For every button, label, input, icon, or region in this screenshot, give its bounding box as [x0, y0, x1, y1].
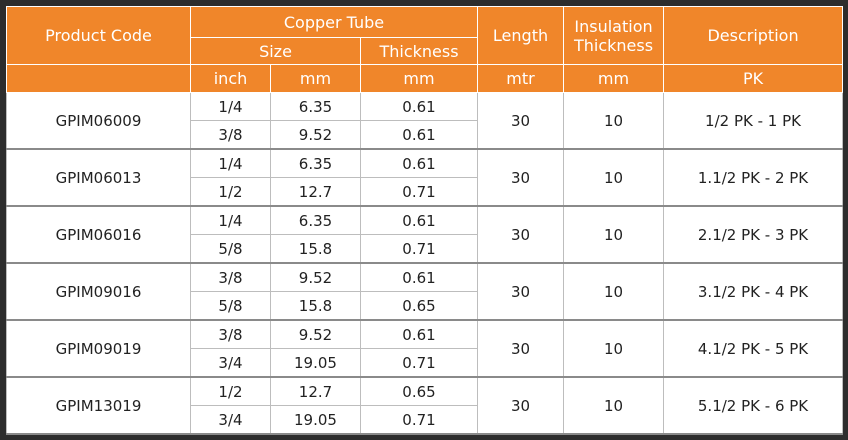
size-mm: 15.8: [270, 234, 361, 264]
size-thickness: 0.71: [359, 348, 479, 378]
size-inch: 1/2: [190, 376, 271, 406]
size-thickness: 0.61: [359, 92, 479, 121]
header-cell: Copper Tube: [189, 6, 479, 38]
length: 30: [477, 92, 565, 150]
header-cell: Thickness: [359, 37, 479, 65]
description: 5.1/2 PK - 6 PK: [663, 376, 844, 435]
size-inch: 5/8: [190, 234, 271, 264]
size-inch: 3/4: [190, 348, 271, 378]
size-mm: 9.52: [270, 262, 361, 292]
header-cell: Length: [477, 6, 565, 65]
description: 4.1/2 PK - 5 PK: [663, 319, 844, 378]
unit-cell: mm: [359, 64, 479, 93]
size-inch: 3/8: [190, 120, 271, 150]
size-thickness: 0.65: [359, 291, 479, 321]
size-thickness: 0.71: [359, 177, 479, 207]
table-row: 3/4 19.05 0.71: [7, 405, 843, 435]
length: 30: [477, 319, 565, 378]
table-container: Product Code Copper Tube Length Insulati…: [6, 6, 844, 435]
product-code: GPIM09016: [6, 262, 191, 321]
unit-cell: mm: [270, 64, 361, 93]
size-thickness: 0.61: [359, 120, 479, 150]
table-row: 3/8 9.52 0.61: [7, 120, 843, 150]
size-mm: 6.35: [270, 92, 361, 121]
product-code: GPIM13019: [6, 376, 191, 435]
size-thickness: 0.71: [359, 234, 479, 264]
size-thickness: 0.61: [359, 205, 479, 235]
description: 1.1/2 PK - 2 PK: [663, 148, 844, 207]
table-row: 3/4 19.05 0.71: [7, 348, 843, 378]
header-cell: [6, 64, 191, 93]
size-thickness: 0.71: [359, 405, 479, 435]
size-mm: 6.35: [270, 205, 361, 235]
header-cell: Description: [663, 6, 844, 65]
insulation: 10: [563, 376, 665, 435]
size-thickness: 0.61: [359, 148, 479, 178]
description: 1/2 PK - 1 PK: [663, 92, 844, 150]
description: 3.1/2 PK - 4 PK: [663, 262, 844, 321]
description: 2.1/2 PK - 3 PK: [663, 205, 844, 264]
length: 30: [477, 205, 565, 264]
size-thickness: 0.65: [359, 376, 479, 406]
table-row: GPIM06009 1/4 6.35 0.61 30 10 1/2 PK - 1 PK: [6, 92, 844, 150]
table-header: Product Code Copper Tube Length Insulati…: [6, 6, 844, 93]
product-code: GPIM06016: [6, 205, 191, 264]
product-code: GPIM06013: [6, 148, 191, 207]
size-mm: 9.52: [270, 319, 361, 349]
size-mm: 9.52: [270, 120, 361, 150]
size-mm: 19.05: [270, 405, 361, 435]
size-inch: 1/4: [190, 92, 271, 121]
table-row: GPIM09019 3/8 9.52 0.61 30 10 4.1/2 PK - 5 PK: [6, 319, 844, 378]
size-thickness: 0.61: [359, 319, 479, 349]
insulation: 10: [563, 148, 665, 207]
size-inch: 3/8: [190, 262, 271, 292]
header-cell: Insulation Thickness: [563, 6, 665, 65]
table-row: GPIM09016 3/8 9.52 0.61 30 10 3.1/2 PK - 4 PK: [6, 262, 844, 321]
size-mm: 12.7: [270, 177, 361, 207]
insulation: 10: [563, 205, 665, 264]
table-row: GPIM06013 1/4 6.35 0.61 30 10 1.1/2 PK - 2 PK: [6, 148, 844, 207]
size-inch: 1/4: [190, 205, 271, 235]
size-inch: 1/4: [190, 148, 271, 178]
insulation: 10: [563, 262, 665, 321]
size-mm: 19.05: [270, 348, 361, 378]
header-cell: Size: [190, 37, 361, 65]
size-inch: 3/8: [190, 319, 271, 349]
size-mm: 15.8: [270, 291, 361, 321]
size-inch: 5/8: [190, 291, 271, 321]
length: 30: [477, 262, 565, 321]
size-mm: 6.35: [270, 148, 361, 178]
size-mm: 12.7: [270, 376, 361, 406]
table-row: 1/2 12.7 0.71: [7, 177, 843, 207]
unit-cell: mtr: [477, 64, 565, 93]
table-row: GPIM13019 1/2 12.7 0.65 30 10 5.1/2 PK - 6 PK: [6, 376, 844, 435]
table-body: GPIM06009 1/4 6.35 0.61 30 10 1/2 PK - 1 PK 3/8…: [6, 92, 844, 435]
table-row: 5/8 15.8 0.65: [7, 291, 843, 321]
size-thickness: 0.61: [359, 262, 479, 292]
unit-cell: mm: [563, 64, 665, 93]
insulation: 10: [563, 92, 665, 150]
table-row: 5/8 15.8 0.71: [7, 234, 843, 264]
table-row: GPIM06016 1/4 6.35 0.61 30 10 2.1/2 PK - 3 PK: [6, 205, 844, 264]
header-cell: Product Code: [6, 6, 191, 65]
unit-cell: inch: [190, 64, 271, 93]
product-code: GPIM06009: [6, 92, 191, 150]
length: 30: [477, 148, 565, 207]
product-code: GPIM09019: [6, 319, 191, 378]
size-inch: 1/2: [190, 177, 271, 207]
length: 30: [477, 376, 565, 435]
size-inch: 3/4: [190, 405, 271, 435]
insulation: 10: [563, 319, 665, 378]
unit-cell: PK: [663, 64, 844, 93]
product-table: Product Code Copper Tube Length Insulati…: [6, 6, 844, 435]
